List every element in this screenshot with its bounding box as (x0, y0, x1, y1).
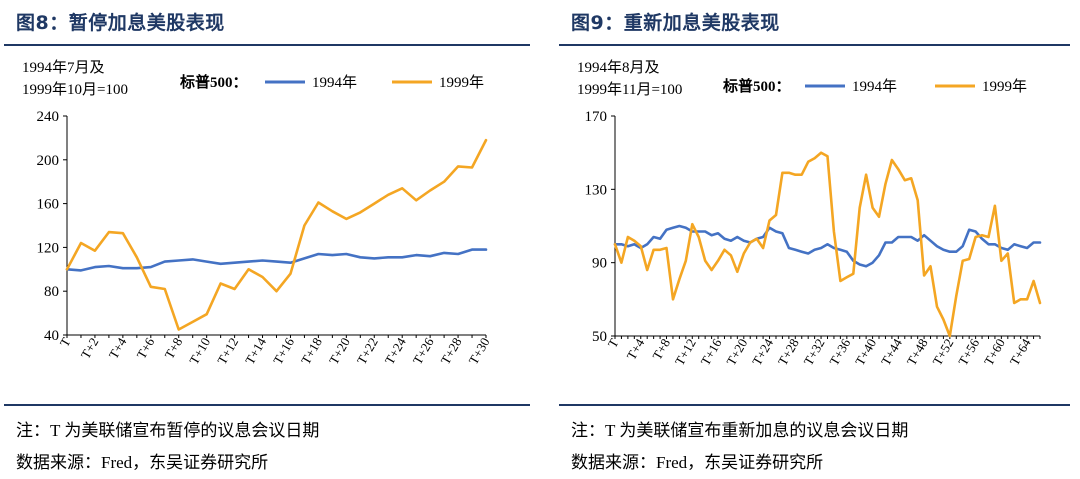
x-tick-label: T+18 (298, 335, 325, 367)
figure-9-title: 图9：重新加息美股表现 (571, 12, 780, 34)
title-rule (559, 44, 1070, 46)
x-tick-label: T+4 (106, 335, 130, 362)
footer-rule (559, 404, 1070, 406)
x-tick-label: T+30 (465, 335, 492, 367)
y-tick-label: 80 (44, 284, 59, 300)
base-note-line: 1999年11月=100 (577, 81, 682, 98)
legend-title: 标普500： (722, 77, 791, 95)
figure-8-title: 图8：暂停加息美股表现 (16, 12, 225, 34)
y-tick-label: 90 (592, 256, 607, 272)
x-tick-label: T (605, 336, 622, 350)
legend-label: 1994年 (312, 74, 357, 91)
figure-9-source: 数据来源：Fred，东吴证券研究所 (571, 453, 824, 472)
y-tick-label: 50 (592, 329, 607, 345)
figure-8-panel: 图8：暂停加息美股表现 1994年7月及 1999年10月=100 标普500： 19… (4, 12, 530, 472)
legend-label: 1999年 (439, 74, 484, 91)
x-tick-label: T+36 (826, 336, 853, 368)
x-tick-label: T+4 (623, 336, 647, 363)
x-tick-label: T+8 (649, 336, 673, 362)
y-tick-label: 40 (44, 328, 59, 344)
x-tick-label: T+20 (723, 336, 750, 368)
series-line-1994年 (613, 224, 1042, 268)
x-tick-label: T+12 (672, 336, 699, 368)
series-line-1999年 (65, 138, 488, 331)
x-tick-label: T+10 (186, 335, 213, 367)
base-note-line: 1994年7月及 (22, 59, 105, 76)
y-tick-label: 240 (37, 109, 60, 125)
series-line-1994年 (65, 248, 488, 272)
y-tick-label: 130 (585, 182, 608, 198)
title-rule (4, 44, 530, 46)
y-tick-label: 170 (585, 109, 608, 125)
figure-8-note: 注：T 为美联储宣布暂停的议息会议日期 (16, 421, 320, 440)
legend-label: 1999年 (982, 78, 1027, 95)
figure-9-note: 注：T 为美联储宣布重新加息的议息会议日期 (571, 421, 909, 440)
x-tick-label: T+28 (438, 335, 465, 367)
y-tick-label: 120 (37, 240, 60, 256)
base-note-line: 1994年8月及 (577, 59, 660, 76)
x-tick-label: T+44 (878, 336, 905, 368)
x-tick-label: T (57, 335, 74, 349)
figure-9-chart: 1994年8月及 1999年11月=100 标普500： 1994年 1999年 50 90… (577, 59, 1042, 368)
figure-8-source: 数据来源：Fred，东吴证券研究所 (16, 453, 269, 472)
x-tick-label: T+16 (697, 336, 724, 368)
x-tick-label: T+2 (78, 335, 102, 361)
x-tick-label: T+40 (852, 336, 879, 368)
figure-9-panel: 图9：重新加息美股表现 1994年8月及 1999年11月=100 标普500： 19… (555, 0, 1080, 479)
series-line-1999年 (613, 151, 1042, 338)
x-tick-label: T+56 (955, 336, 982, 368)
base-note-line: 1999年10月=100 (22, 81, 128, 98)
x-tick-label: T+60 (981, 336, 1008, 368)
x-tick-label: T+12 (214, 335, 241, 367)
x-tick-label: T+24 (382, 335, 409, 367)
x-tick-label: T+32 (801, 336, 828, 368)
x-tick-label: T+24 (749, 336, 776, 368)
x-tick-label: T+64 (1007, 336, 1034, 368)
legend-title: 标普500： (179, 73, 248, 91)
x-tick-label: T+6 (134, 335, 158, 362)
figure-8-chart: 1994年7月及 1999年10月=100 标普500： 1994年 1999年 40 80… (22, 59, 493, 367)
x-tick-label: T+8 (161, 335, 185, 361)
x-tick-label: T+28 (775, 336, 802, 368)
footer-rule (4, 404, 530, 406)
x-tick-label: T+52 (929, 336, 956, 368)
y-tick-label: 160 (37, 197, 60, 213)
x-tick-label: T+14 (242, 335, 269, 367)
legend-label: 1994年 (852, 78, 897, 95)
x-tick-label: T+26 (410, 335, 437, 367)
x-tick-label: T+20 (326, 335, 353, 367)
x-tick-label: T+16 (270, 335, 297, 367)
x-tick-label: T+48 (904, 336, 931, 368)
y-tick-label: 200 (37, 153, 60, 169)
x-tick-label: T+22 (354, 335, 381, 367)
